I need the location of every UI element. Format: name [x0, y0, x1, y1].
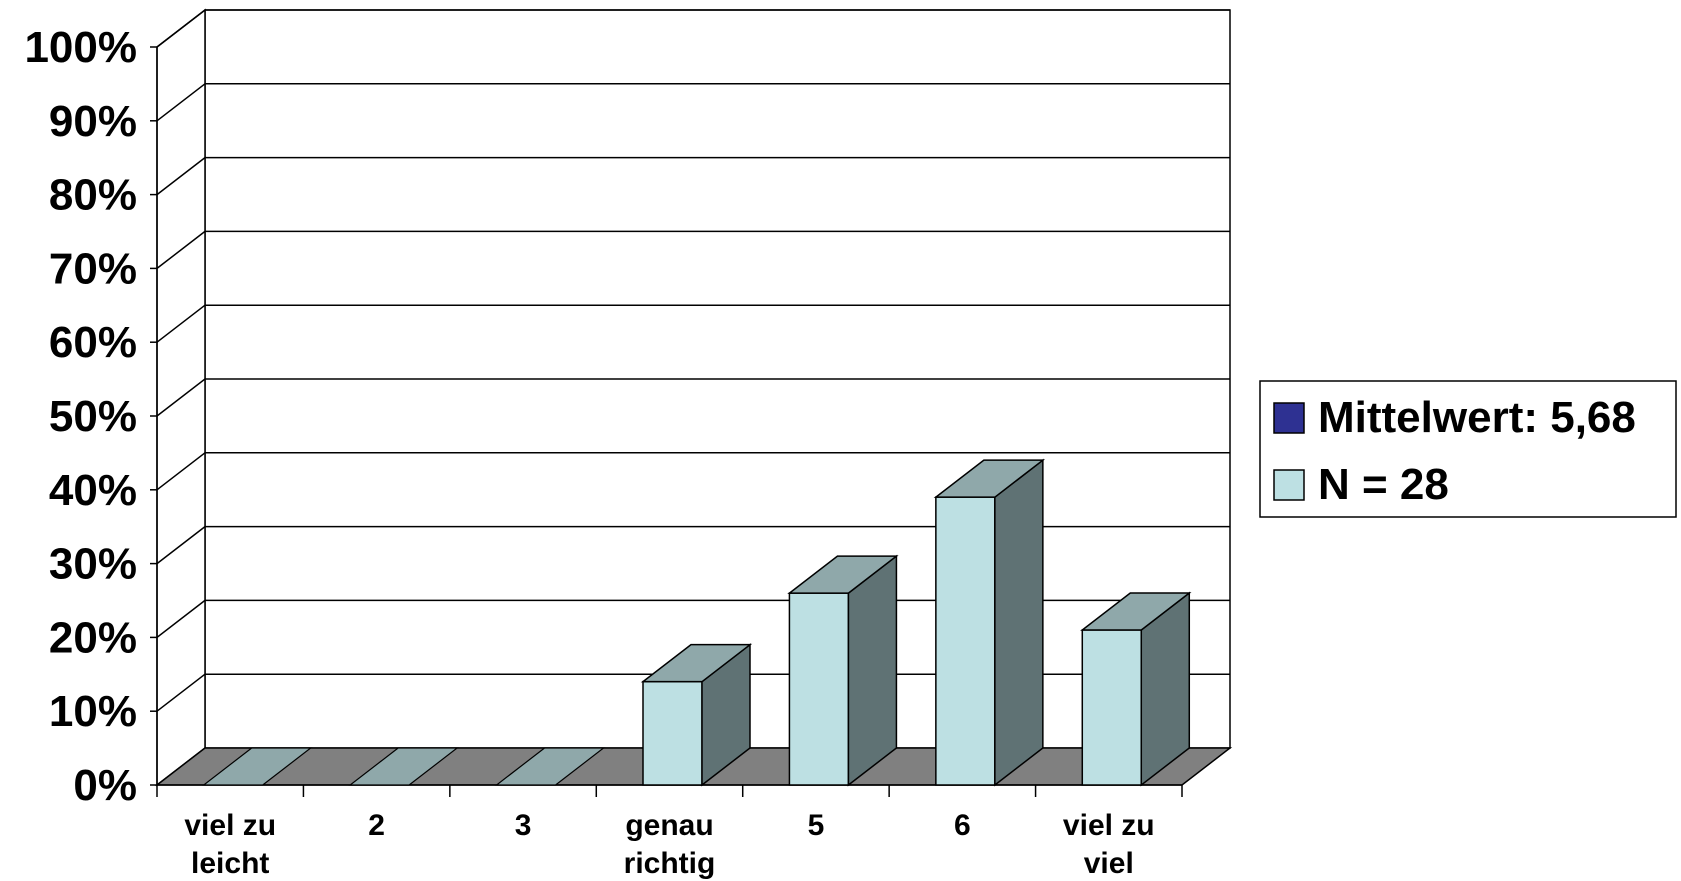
gridline-diagonal — [156, 230, 206, 269]
x-category-label: viel zu leicht — [184, 809, 276, 880]
y-tick-label: 70% — [49, 244, 137, 293]
gridline-diagonal — [156, 673, 206, 712]
legend-box — [1259, 380, 1677, 518]
gridline-diagonal — [156, 157, 206, 196]
y-tick-label: 0% — [73, 761, 137, 810]
bar-front — [1081, 629, 1143, 786]
bars — [201, 458, 1192, 787]
bar-side — [847, 554, 898, 787]
x-category-label: 2 — [368, 809, 385, 842]
gridline-diagonal — [156, 599, 206, 638]
gridline-diagonal — [156, 378, 206, 417]
bar-side — [994, 458, 1044, 787]
bar-front — [935, 496, 996, 786]
bar — [787, 554, 899, 787]
x-category-label: genau richtig — [624, 809, 716, 880]
y-tick-label: 80% — [49, 171, 137, 220]
bar-top — [1080, 592, 1192, 631]
gridline-diagonal — [156, 526, 206, 565]
x-category-label: 6 — [954, 809, 971, 842]
y-tick-label: 100% — [24, 23, 137, 72]
y-tick-label: 60% — [49, 318, 137, 367]
y-tick-label: 50% — [49, 392, 137, 441]
bar — [640, 643, 753, 787]
legend-swatch — [1273, 402, 1305, 434]
bar-top — [640, 643, 753, 683]
y-tick-labels: 0% 10% 20% 30% 40% 50% 60% 70% 80% 90% 100% — [24, 23, 137, 810]
gridline-diagonal — [156, 9, 206, 48]
y-tick-label: 90% — [49, 97, 137, 146]
x-category-label: viel zu viel — [1063, 809, 1155, 880]
gridline-diagonal — [156, 452, 206, 491]
gridlines — [156, 9, 1230, 712]
legend: Mittelwert: 5,68 N = 28 — [1259, 380, 1677, 518]
x-category-label: 5 — [808, 809, 825, 842]
legend-swatch — [1273, 469, 1305, 501]
y-tick-label: 40% — [49, 466, 137, 515]
bar-footprint — [494, 747, 606, 786]
bar-top — [933, 459, 1046, 498]
bar — [933, 458, 1046, 787]
bar-footprint — [348, 747, 459, 786]
y-tick-label: 10% — [49, 687, 137, 736]
bar — [494, 747, 606, 786]
y-tick-label: 30% — [49, 540, 137, 589]
gridline-diagonal — [156, 83, 206, 122]
legend-entry-label: N = 28 — [1318, 460, 1449, 509]
y-tick-label: 20% — [49, 613, 137, 662]
bar — [348, 747, 459, 786]
bar-front — [788, 592, 850, 786]
legend-entry-label: Mittelwert: 5,68 — [1318, 393, 1636, 442]
gridline-diagonal — [156, 304, 206, 343]
bar-front — [642, 680, 703, 786]
bar — [1080, 591, 1192, 787]
x-category-labels: viel zu leicht 2 3 genau richtig 5 6 viel zu viel — [184, 809, 1154, 880]
x-category-label: 3 — [515, 809, 532, 842]
bar — [201, 747, 313, 786]
bar-footprint — [201, 747, 313, 786]
bar-top — [787, 555, 899, 594]
